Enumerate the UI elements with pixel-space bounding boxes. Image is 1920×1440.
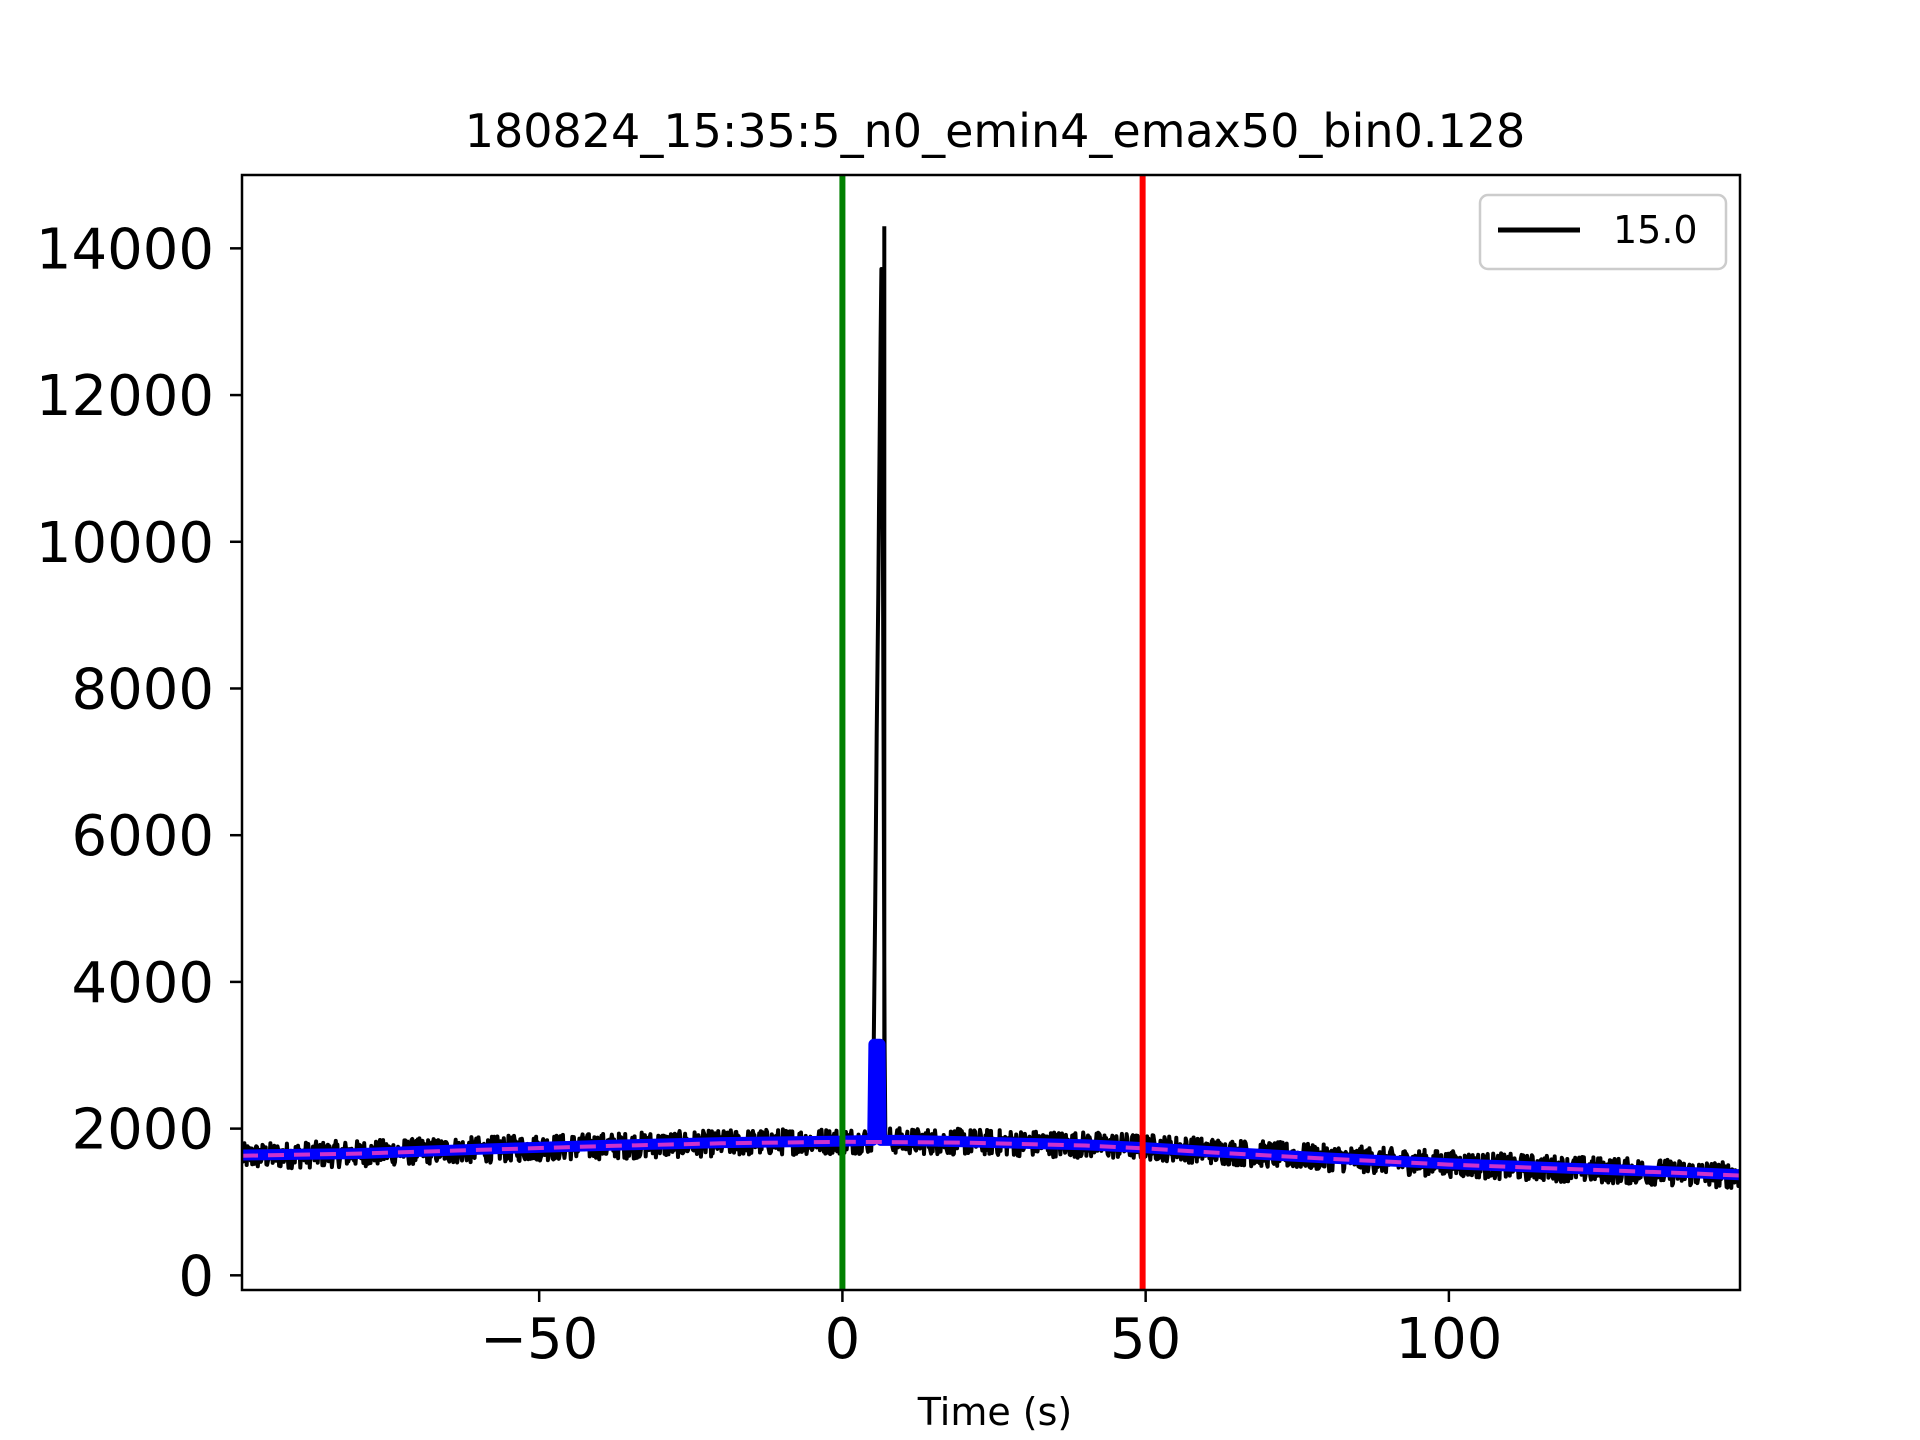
y-tick-label: 4000	[71, 951, 214, 1016]
x-tick-label: 50	[1110, 1307, 1181, 1372]
x-axis: −50 0 50 100	[480, 1290, 1502, 1372]
y-tick-label: 2000	[71, 1098, 214, 1163]
x-tick-label: 100	[1395, 1307, 1502, 1372]
plot-area	[242, 226, 1740, 1190]
y-tick-label: 14000	[36, 217, 214, 282]
y-tick-label: 12000	[36, 364, 214, 429]
y-tick-label: 6000	[71, 804, 214, 869]
legend-box	[1478, 193, 1728, 271]
series-line-0	[242, 226, 1740, 1190]
y-axis: 0 2000 4000 6000 8000 10000 12000 14000	[36, 217, 242, 1309]
legend: 15.0	[1478, 193, 1728, 271]
series-line-2	[242, 1139, 1740, 1178]
chart-title: 180824_15:35:5_n0_emin4_emax50_bin0.128	[465, 104, 1526, 158]
y-tick-label: 10000	[36, 511, 214, 576]
x-axis-label: Time (s)	[917, 1390, 1073, 1434]
y-tick-label: 8000	[71, 657, 214, 722]
x-tick-label: −50	[480, 1307, 598, 1372]
y-tick-label: 0	[178, 1244, 214, 1309]
plot-frame	[240, 173, 1742, 1292]
legend-label: 15.0	[1613, 208, 1698, 252]
reference-lines	[839, 175, 1146, 1290]
x-tick-label: 0	[825, 1307, 861, 1372]
